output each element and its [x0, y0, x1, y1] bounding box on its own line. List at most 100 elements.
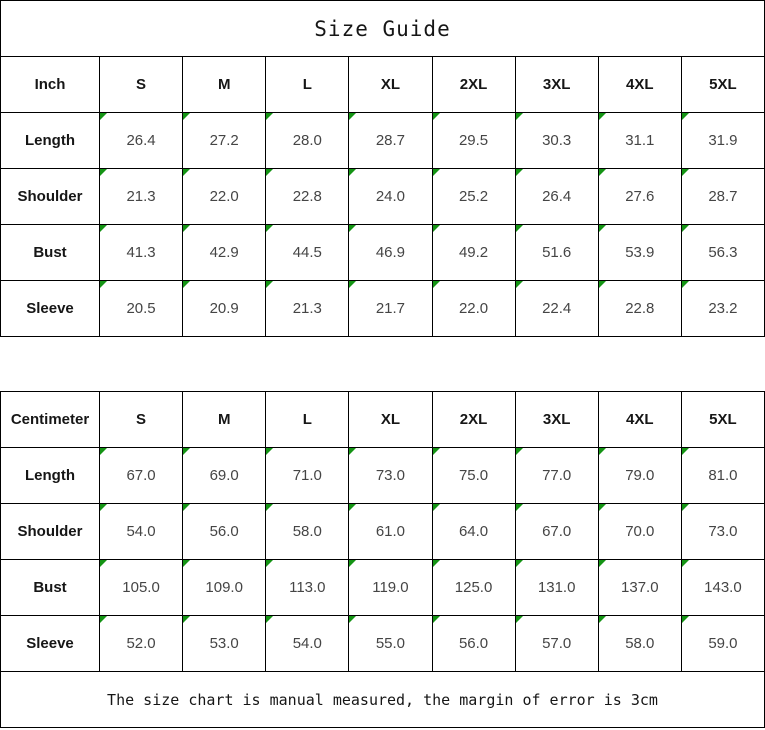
size-column-header: 2XL	[431, 391, 516, 448]
size-value-cell: 81.0	[680, 447, 765, 504]
size-column-header: XL	[348, 391, 433, 448]
size-value-cell: 56.0	[431, 615, 516, 672]
size-column-header: 5XL	[680, 391, 765, 448]
size-value-cell: 22.8	[265, 168, 350, 225]
size-value-cell: 25.2	[431, 168, 516, 225]
size-column-header: 2XL	[431, 56, 516, 113]
size-value-cell: 71.0	[265, 447, 350, 504]
size-column-header: 4XL	[597, 391, 682, 448]
size-value-cell: 113.0	[265, 559, 350, 616]
size-column-header: S	[98, 391, 184, 448]
size-value-cell: 22.0	[431, 280, 516, 337]
table-row-shoulder-inch: Shoulder 21.3 22.0 22.8 24.0 25.2 26.4 2…	[0, 168, 765, 225]
row-label: Shoulder	[0, 168, 100, 225]
unit-header-centimeter: Centimeter	[0, 391, 100, 448]
size-value-cell: 58.0	[265, 503, 350, 560]
size-value-cell: 67.0	[514, 503, 599, 560]
size-value-cell: 61.0	[348, 503, 433, 560]
footer-row: The size chart is manual measured, the m…	[0, 671, 765, 728]
size-value-cell: 109.0	[182, 559, 267, 616]
size-column-header: L	[265, 391, 350, 448]
size-value-cell: 131.0	[514, 559, 599, 616]
size-value-cell: 20.9	[182, 280, 267, 337]
size-column-header: 3XL	[514, 391, 599, 448]
size-value-cell: 53.0	[182, 615, 267, 672]
size-value-cell: 21.7	[348, 280, 433, 337]
table-row-sleeve-inch: Sleeve 20.5 20.9 21.3 21.7 22.0 22.4 22.…	[0, 280, 765, 337]
footer-note: The size chart is manual measured, the m…	[0, 671, 765, 728]
size-value-cell: 77.0	[514, 447, 599, 504]
table-gap	[0, 337, 765, 391]
row-label: Sleeve	[0, 615, 100, 672]
size-column-header: M	[182, 391, 267, 448]
row-label: Length	[0, 112, 100, 169]
title-row: Size Guide	[0, 0, 765, 57]
size-value-cell: 57.0	[514, 615, 599, 672]
page-title: Size Guide	[0, 0, 765, 57]
size-value-cell: 52.0	[98, 615, 184, 672]
row-label: Shoulder	[0, 503, 100, 560]
size-value-cell: 58.0	[597, 615, 682, 672]
table-row-sleeve-cm: Sleeve 52.0 53.0 54.0 55.0 56.0 57.0 58.…	[0, 615, 765, 672]
table-row-bust-cm: Bust 105.0 109.0 113.0 119.0 125.0 131.0…	[0, 559, 765, 616]
size-value-cell: 22.4	[514, 280, 599, 337]
size-column-header: M	[182, 56, 267, 113]
size-value-cell: 23.2	[680, 280, 765, 337]
inch-header-row: Inch S M L XL 2XL 3XL 4XL 5XL	[0, 56, 765, 113]
size-value-cell: 119.0	[348, 559, 433, 616]
size-value-cell: 56.3	[680, 224, 765, 281]
row-label: Bust	[0, 559, 100, 616]
table-row-bust-inch: Bust 41.3 42.9 44.5 46.9 49.2 51.6 53.9 …	[0, 224, 765, 281]
size-value-cell: 31.9	[680, 112, 765, 169]
size-value-cell: 26.4	[98, 112, 184, 169]
size-value-cell: 28.0	[265, 112, 350, 169]
size-value-cell: 51.6	[514, 224, 599, 281]
size-column-header: S	[98, 56, 184, 113]
size-value-cell: 79.0	[597, 447, 682, 504]
size-column-header: 4XL	[597, 56, 682, 113]
size-value-cell: 53.9	[597, 224, 682, 281]
table-row-shoulder-cm: Shoulder 54.0 56.0 58.0 61.0 64.0 67.0 7…	[0, 503, 765, 560]
size-value-cell: 73.0	[348, 447, 433, 504]
size-column-header: 3XL	[514, 56, 599, 113]
size-value-cell: 64.0	[431, 503, 516, 560]
row-label: Sleeve	[0, 280, 100, 337]
size-value-cell: 55.0	[348, 615, 433, 672]
size-value-cell: 22.8	[597, 280, 682, 337]
size-value-cell: 49.2	[431, 224, 516, 281]
size-column-header: 5XL	[680, 56, 765, 113]
size-value-cell: 105.0	[98, 559, 184, 616]
row-label: Bust	[0, 224, 100, 281]
size-value-cell: 67.0	[98, 447, 184, 504]
size-value-cell: 75.0	[431, 447, 516, 504]
size-value-cell: 42.9	[182, 224, 267, 281]
size-column-header: L	[265, 56, 350, 113]
size-value-cell: 70.0	[597, 503, 682, 560]
size-value-cell: 44.5	[265, 224, 350, 281]
size-column-header: XL	[348, 56, 433, 113]
size-value-cell: 59.0	[680, 615, 765, 672]
size-value-cell: 26.4	[514, 168, 599, 225]
size-value-cell: 69.0	[182, 447, 267, 504]
size-value-cell: 21.3	[265, 280, 350, 337]
size-value-cell: 143.0	[680, 559, 765, 616]
size-value-cell: 28.7	[348, 112, 433, 169]
size-value-cell: 54.0	[265, 615, 350, 672]
size-value-cell: 30.3	[514, 112, 599, 169]
size-value-cell: 20.5	[98, 280, 184, 337]
size-value-cell: 125.0	[431, 559, 516, 616]
size-value-cell: 46.9	[348, 224, 433, 281]
table-row-length-cm: Length 67.0 69.0 71.0 73.0 75.0 77.0 79.…	[0, 447, 765, 504]
size-value-cell: 27.6	[597, 168, 682, 225]
size-value-cell: 28.7	[680, 168, 765, 225]
size-value-cell: 31.1	[597, 112, 682, 169]
size-value-cell: 56.0	[182, 503, 267, 560]
size-value-cell: 22.0	[182, 168, 267, 225]
inch-size-table: Size Guide Inch S M L XL 2XL 3XL 4XL 5XL…	[0, 0, 765, 337]
size-value-cell: 137.0	[597, 559, 682, 616]
size-value-cell: 21.3	[98, 168, 184, 225]
size-value-cell: 73.0	[680, 503, 765, 560]
unit-header-inch: Inch	[0, 56, 100, 113]
size-value-cell: 24.0	[348, 168, 433, 225]
